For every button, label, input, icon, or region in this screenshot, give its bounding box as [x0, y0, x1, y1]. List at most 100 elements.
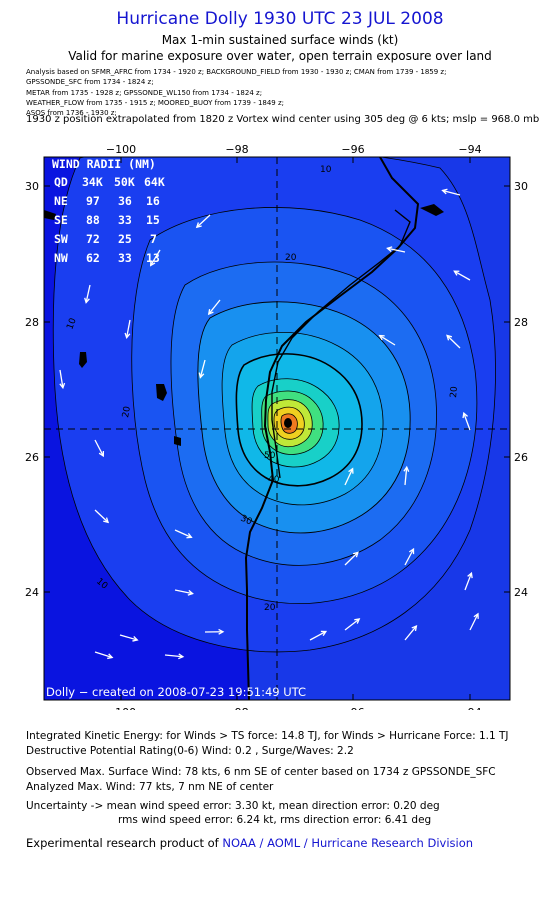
lat-tick-label: 26: [514, 451, 528, 464]
wind-radii-title: WIND RADII (NM): [52, 157, 156, 171]
coastal-bay: [420, 204, 444, 216]
wind-vector-head: [408, 547, 415, 555]
lat-tick-label: 26: [25, 451, 39, 464]
wind-vector: [59, 369, 64, 388]
wind-vector-head: [124, 332, 131, 340]
wind-vector: [85, 284, 91, 303]
position-note: 1930 z position extrapolated from 1820 z…: [26, 114, 540, 125]
wind-vector-head: [178, 653, 185, 660]
wind-vector: [208, 299, 221, 315]
lon-tick-label: −96: [341, 143, 364, 156]
wind-vector: [126, 319, 131, 338]
wind-vector: [199, 359, 206, 378]
wind-vector-head: [187, 589, 194, 596]
wind-vector-head: [198, 372, 205, 379]
contour-label: 50: [264, 451, 276, 461]
wind-vector: [174, 589, 193, 595]
wind-vector-head: [195, 222, 202, 229]
wind-vector: [344, 468, 354, 486]
wind-vector-head: [348, 467, 354, 474]
wind-vector-head: [441, 188, 448, 195]
wind-vector-head: [218, 628, 225, 635]
wind-vector-head: [446, 334, 453, 341]
inland-lake: [79, 352, 87, 368]
wind-vector-head: [149, 260, 156, 267]
dpr-line: Destructive Potential Rating(0-6) Wind: …: [26, 745, 354, 757]
wind-vector: [469, 613, 479, 631]
wind-vector: [309, 630, 327, 641]
inland-lake: [44, 210, 56, 220]
analyzed-max-line: Analyzed Max. Wind: 77 kts, 7 nm NE of c…: [26, 781, 274, 793]
validity-note: Valid for marine exposure over water, op…: [68, 49, 492, 63]
lon-tick-label: −98: [225, 143, 248, 156]
wind-vector-head: [98, 450, 105, 458]
source-line: Analysis based on SFMR_AFRC from 1734 - …: [26, 68, 447, 76]
wind-vector: [119, 634, 138, 641]
wind-vector: [344, 551, 359, 566]
wind-vector: [404, 548, 415, 566]
wind-vector: [164, 654, 183, 658]
lat-tick-label: 28: [514, 316, 528, 329]
wind-vector: [464, 572, 473, 591]
hrd-link[interactable]: NOAA / AOML / Hurricane Research Divisio…: [222, 836, 474, 850]
source-line: ASOS from 1736 - 1930 z;: [26, 109, 117, 118]
credit-prefix: Experimental research product of: [26, 836, 223, 850]
plot-frame: [43, 156, 511, 701]
wind-vector: [344, 618, 360, 631]
eye-center: [284, 418, 292, 428]
wind-vector-head: [107, 653, 114, 660]
source-line: METAR from 1735 - 1928 z; GPSSONDE_WL150…: [26, 88, 263, 97]
contour-label: 20: [285, 253, 297, 263]
contour-label: 20: [264, 603, 276, 613]
wind-vector-head: [467, 571, 473, 579]
wind-vector: [454, 270, 471, 281]
wind-radii-row-ne: NE 97 36 16: [54, 194, 160, 208]
wind-vector: [387, 247, 406, 253]
lon-tick-label: −100: [106, 706, 136, 710]
lat-tick-label: 30: [514, 180, 528, 193]
wind-vector: [94, 439, 104, 457]
barrier-island: [271, 209, 411, 479]
map-title: Hurricane Dolly 1930 UTC 23 JUL 2008: [116, 9, 444, 29]
wind-radii-row-sw: SW 72 25 7: [54, 232, 157, 246]
inland-lake: [156, 384, 167, 401]
uncertainty-rms-line: rms wind speed error: 6.24 kt, rms direc…: [118, 814, 432, 826]
credit-line: Experimental research product of NOAA / …: [26, 836, 473, 850]
wind-vector-head: [453, 270, 460, 276]
wind-vector-head: [386, 246, 393, 253]
lon-tick-label: −98: [225, 706, 248, 710]
wind-radii-header: QD 34K 50K 64K: [54, 175, 165, 189]
wind-radii-table: WIND RADII (NM) QD 34K 50K 64K NE 97 36 16 SE 8…: [52, 157, 165, 265]
ike-line: Integrated Kinetic Energy: for Winds > T…: [26, 730, 509, 742]
wind-vector-head: [84, 297, 90, 304]
wind-radii-row-nw: NW 62 33 13: [54, 251, 160, 265]
lon-tick-label: −94: [458, 143, 481, 156]
map-subtitle: Max 1-min sustained surface winds (kt): [161, 33, 399, 47]
wind-field-map: 10 10 10 20 20 20 20 30 40 50 WIND RADII…: [25, 143, 528, 710]
wind-vector: [174, 529, 192, 538]
contour-label: 10: [65, 317, 78, 331]
lat-tick-label: 30: [25, 180, 39, 193]
wind-vector: [463, 412, 471, 431]
contour-label: 20: [121, 405, 133, 418]
coastline: [244, 157, 420, 700]
analysis-sources: Analysis based on SFMR_AFRC from 1734 - …: [26, 67, 446, 118]
wind-contours: [52, 157, 496, 653]
contour-label: 30: [239, 514, 254, 528]
uncertainty-line: Uncertainty -> mean wind speed error: 3.…: [26, 800, 440, 812]
lon-tick-label: −96: [341, 706, 364, 710]
source-line: GPSSONDE_SFC from 1734 - 1824 z;: [26, 78, 154, 87]
lat-tick-label: 28: [25, 316, 39, 329]
created-stamp: Dolly − created on 2008-07-23 19:51:49 U…: [46, 685, 306, 699]
wind-vector: [379, 335, 396, 346]
lat-tick-label: 24: [25, 586, 39, 599]
contour-label: 20: [449, 386, 460, 399]
wind-vector-head: [103, 517, 110, 524]
wind-vector: [446, 335, 461, 349]
wind-vector: [404, 467, 408, 486]
lat-tick-label: 24: [514, 586, 528, 599]
source-line: WEATHER_FLOW from 1735 - 1915 z; MOORED_…: [26, 98, 285, 107]
wind-vector-head: [403, 465, 410, 472]
wind-vector-head: [132, 635, 139, 642]
observed-max-line: Observed Max. Surface Wind: 78 kts, 6 nm…: [26, 766, 496, 778]
